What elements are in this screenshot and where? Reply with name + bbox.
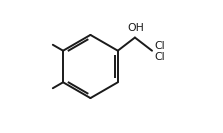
Text: OH: OH: [127, 23, 144, 33]
Text: Cl: Cl: [154, 41, 165, 51]
Text: Cl: Cl: [154, 52, 165, 62]
